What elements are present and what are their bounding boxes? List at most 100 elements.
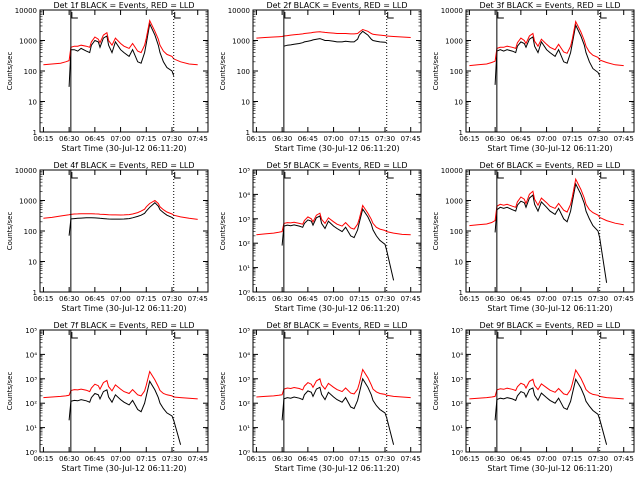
y-tick-label: 10⁴ [25, 351, 37, 359]
panel-det-3: Det 3f BLACK = Events, RED = LLD 1 10 100 10… [432, 1, 635, 153]
x-tick-label: 07:30 [162, 455, 182, 463]
plot-frame [465, 9, 635, 133]
x-tick-label: 06:45 [85, 135, 105, 143]
marker-flag [174, 332, 181, 339]
panel-title: Det 5f BLACK = Events, RED = LLD [266, 161, 407, 170]
marker-flag [174, 12, 181, 19]
x-tick-label: 07:30 [162, 295, 182, 303]
y-tick-label: 100 [450, 68, 463, 76]
y-tick-label: 10000 [441, 7, 463, 15]
series-line-events [494, 377, 608, 445]
plot-frame [39, 169, 209, 293]
y-tick-label: 100 [450, 228, 463, 236]
x-tick-label: 06:15 [33, 455, 53, 463]
y-tick-label: 10² [451, 400, 463, 408]
panel-det-9: Det 9f BLACK = Events, RED = LLD 10⁰ 10¹ 10… [432, 321, 635, 473]
x-tick-label: 07:15 [562, 295, 582, 303]
plot-frame [252, 329, 422, 453]
series-line-events [494, 23, 601, 85]
y-tick-label: 10¹ [451, 425, 463, 433]
series-line-events [281, 207, 395, 281]
marker-flag [71, 172, 78, 179]
panel-title: Det 1f BLACK = Events, RED = LLD [53, 1, 194, 10]
y-tick-label: 10000 [15, 167, 37, 175]
panel-title: Det 7f BLACK = Events, RED = LLD [53, 321, 194, 330]
series-line-lld [43, 199, 198, 220]
panel-det-8: Det 8f BLACK = Events, RED = LLD 10⁰ 10¹ 10… [219, 321, 422, 473]
x-tick-label: 07:45 [188, 455, 208, 463]
y-tick-label: 1 [459, 129, 463, 137]
y-tick-label: 1000 [19, 38, 37, 46]
x-tick-label: 07:30 [375, 455, 395, 463]
series-line-lld [43, 19, 198, 66]
marker-flag [600, 172, 607, 179]
x-tick-label: 07:15 [349, 455, 369, 463]
marker-flag [497, 12, 504, 19]
x-tick-label: 07:15 [349, 135, 369, 143]
x-axis-label: Start Time (30-Jul-12 06:11:20) [487, 144, 612, 153]
x-tick-label: 07:15 [562, 135, 582, 143]
y-tick-label: 10 [28, 99, 37, 107]
series-line-events [281, 377, 395, 445]
y-tick-label: 10000 [441, 167, 463, 175]
y-tick-label: 10⁵ [238, 167, 250, 175]
x-tick-label: 06:45 [298, 455, 318, 463]
y-tick-label: 10⁰ [238, 289, 250, 297]
x-tick-label: 07:45 [614, 295, 634, 303]
x-tick-label: 07:30 [375, 135, 395, 143]
x-tick-label: 06:30 [59, 135, 79, 143]
y-tick-label: 1000 [232, 38, 250, 46]
y-tick-label: 10 [454, 99, 463, 107]
x-tick-label: 07:00 [536, 295, 556, 303]
x-tick-label: 07:15 [136, 295, 156, 303]
y-tick-label: 10000 [228, 7, 250, 15]
y-tick-label: 10000 [15, 7, 37, 15]
y-tick-label: 10² [25, 400, 37, 408]
y-tick-label: 10⁵ [25, 327, 37, 335]
x-tick-label: 07:15 [349, 295, 369, 303]
x-tick-label: 06:30 [272, 455, 292, 463]
x-tick-label: 07:45 [401, 455, 421, 463]
x-tick-label: 07:30 [588, 455, 608, 463]
series-line-lld [469, 368, 624, 400]
y-tick-label: 10⁴ [238, 351, 250, 359]
series-line-lld [256, 28, 411, 39]
x-tick-label: 06:30 [59, 295, 79, 303]
y-tick-label: 100 [24, 68, 37, 76]
marker-flag [284, 172, 291, 179]
y-tick-label: 100 [237, 68, 250, 76]
marker-flag [284, 332, 291, 339]
x-tick-label: 06:15 [33, 295, 53, 303]
x-tick-label: 06:15 [246, 295, 266, 303]
x-tick-label: 07:30 [162, 135, 182, 143]
y-axis-label: Counts/sec [432, 372, 440, 411]
x-tick-label: 06:45 [298, 295, 318, 303]
marker-flag [174, 172, 181, 179]
x-axis-label: Start Time (30-Jul-12 06:11:20) [61, 464, 186, 473]
x-axis-label: Start Time (30-Jul-12 06:11:20) [487, 304, 612, 313]
x-tick-label: 06:30 [272, 295, 292, 303]
series-line-events [68, 202, 175, 236]
x-axis-label: Start Time (30-Jul-12 06:11:20) [274, 304, 399, 313]
marker-flag [600, 332, 607, 339]
x-tick-label: 06:30 [59, 455, 79, 463]
x-tick-label: 07:00 [323, 295, 343, 303]
panel-title: Det 2f BLACK = Events, RED = LLD [266, 1, 407, 10]
panel-det-2: Det 2f BLACK = Events, RED = LLD 1 10 100 10… [219, 1, 422, 153]
panel-title: Det 8f BLACK = Events, RED = LLD [266, 321, 407, 330]
y-tick-label: 10³ [451, 376, 463, 384]
x-tick-label: 06:45 [85, 455, 105, 463]
y-tick-label: 10⁴ [451, 351, 463, 359]
y-tick-label: 10⁰ [25, 449, 37, 457]
x-tick-label: 06:45 [511, 135, 531, 143]
panel-title: Det 3f BLACK = Events, RED = LLD [479, 1, 620, 10]
panel-det-7: Det 7f BLACK = Events, RED = LLD 10⁰ 10¹ 10… [6, 321, 209, 473]
x-tick-label: 07:15 [562, 455, 582, 463]
y-tick-label: 10¹ [238, 265, 250, 273]
marker-flag [387, 172, 394, 179]
x-tick-label: 06:30 [485, 135, 505, 143]
y-tick-label: 1000 [445, 38, 463, 46]
x-tick-label: 07:00 [536, 455, 556, 463]
x-tick-label: 07:00 [110, 295, 130, 303]
